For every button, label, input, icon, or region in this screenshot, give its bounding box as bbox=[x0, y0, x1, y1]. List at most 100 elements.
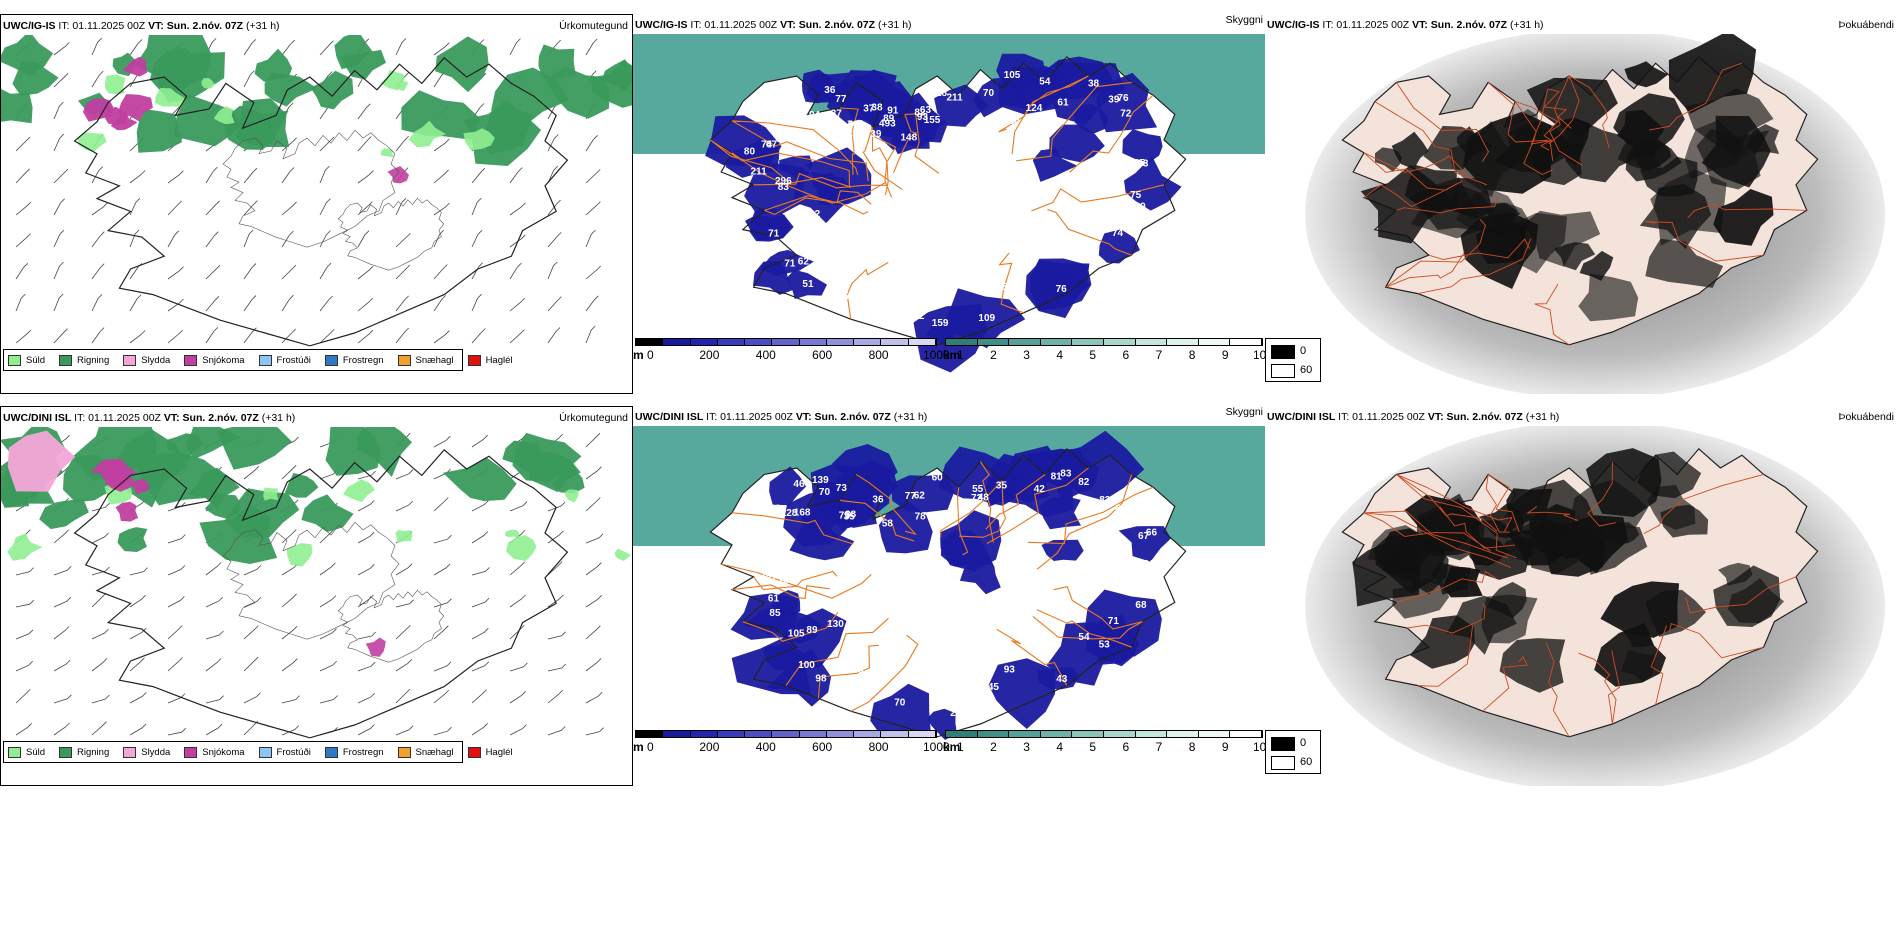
visibility-value: 218 bbox=[930, 88, 947, 99]
colorbar-tick: 1000 bbox=[922, 740, 950, 754]
valid-time: VT: Sun. 2.nóv. 07Z bbox=[148, 20, 244, 32]
visibility-colorbar-m: m 0 200 400 600 800 1000 bbox=[633, 730, 950, 756]
visibility-value: 77 bbox=[835, 94, 847, 105]
visibility-value: 62 bbox=[798, 256, 810, 267]
visibility-value: 48 bbox=[832, 130, 844, 141]
visibility-value: 91 bbox=[887, 106, 899, 117]
legend-label: Rigning bbox=[77, 746, 110, 758]
visibility-colorbar-km: km 1 2 3 4 5 6 7 8 9 10 bbox=[943, 338, 1265, 364]
legend-item-1: Rigning bbox=[59, 354, 110, 366]
colorbar-tick: 10 bbox=[1252, 740, 1265, 754]
visibility-value: 48 bbox=[978, 492, 990, 503]
visibility-value: 94 bbox=[809, 110, 821, 121]
visibility-value: 70 bbox=[983, 88, 995, 99]
visibility-value: 74 bbox=[1143, 559, 1155, 570]
visibility-value: 43 bbox=[1056, 674, 1068, 685]
visibility-value: 37 bbox=[863, 104, 875, 115]
colorbar-unit: km bbox=[943, 740, 961, 754]
legend-swatch bbox=[324, 746, 338, 758]
legend-item-7: Haglél bbox=[467, 746, 513, 758]
legend-swatch bbox=[397, 354, 411, 366]
lead-time: (+31 h) bbox=[893, 411, 928, 423]
precip-areas bbox=[1, 35, 632, 184]
legend-label: Slydda bbox=[141, 354, 171, 366]
colorbar-strip bbox=[635, 730, 937, 738]
legend-item-7: Haglél bbox=[467, 354, 513, 366]
visibility-value: 80 bbox=[744, 147, 756, 158]
visibility-value: 54 bbox=[1039, 77, 1051, 88]
colorbar-tick: 600 bbox=[812, 348, 833, 362]
visibility-value: 148 bbox=[901, 133, 918, 144]
visibility-value: 85 bbox=[769, 608, 781, 619]
visibility-value: 53 bbox=[1099, 639, 1111, 650]
legend-item-6: Snæhagl bbox=[397, 746, 454, 758]
visibility-value: 93 bbox=[1004, 664, 1016, 675]
visibility-value: 35 bbox=[996, 481, 1008, 492]
road-network bbox=[1363, 461, 1797, 738]
legend-swatch bbox=[184, 354, 198, 366]
visibility-value: 39 bbox=[770, 504, 782, 515]
colorbar-tick: 9 bbox=[1221, 740, 1229, 754]
legend-item-0: Súld bbox=[8, 354, 45, 366]
visibility-value: 105 bbox=[1004, 70, 1021, 81]
precip-title: Úrkomutegund bbox=[559, 20, 628, 32]
colorbar-tick: 1000 bbox=[922, 348, 950, 362]
init-time: IT: 01.11.2025 00Z bbox=[58, 20, 146, 32]
precip-panel: UWC/DINI ISL IT: 01.11.2025 00Z VT: Sun.… bbox=[0, 406, 633, 786]
visibility-value: 63 bbox=[920, 105, 932, 116]
fog-dark-areas bbox=[1360, 34, 1780, 322]
visibility-value: 82 bbox=[1078, 477, 1090, 488]
visibility-value: 70 bbox=[819, 487, 831, 498]
colorbar-tick: 1 bbox=[956, 348, 964, 362]
colorbar-tick: 600 bbox=[812, 740, 833, 754]
colorbar-unit: km bbox=[943, 348, 961, 362]
model-name: UWC/DINI ISL bbox=[3, 412, 72, 424]
colorbar-unit: m bbox=[633, 348, 644, 362]
visibility-value: 61 bbox=[1057, 97, 1069, 108]
colorbar-tick: 6 bbox=[1122, 348, 1130, 362]
colorbar-tick: 7 bbox=[1155, 348, 1163, 362]
panel-header: UWC/IG-IS IT: 01.11.2025 00Z VT: Sun. 2.… bbox=[1267, 19, 1544, 31]
road-network bbox=[1363, 62, 1807, 346]
visibility-value: 82 bbox=[914, 108, 926, 119]
visibility-value: 168 bbox=[794, 508, 811, 519]
visibility-value: 38 bbox=[845, 509, 857, 520]
legend-swatch bbox=[467, 354, 481, 366]
legend-label: Rigning bbox=[77, 354, 110, 366]
visibility-value: 72 bbox=[971, 493, 983, 504]
visibility-value: 51 bbox=[802, 279, 814, 290]
visibility-value: 76 bbox=[847, 120, 859, 131]
legend-swatch bbox=[324, 354, 338, 366]
legend-swatch bbox=[184, 746, 198, 758]
legend-swatch bbox=[59, 354, 73, 366]
visibility-value: 68 bbox=[1135, 600, 1147, 611]
legend-item-0: Súld bbox=[8, 746, 45, 758]
visibility-panel: UWC/DINI ISL IT: 01.11.2025 00Z VT: Sun.… bbox=[633, 406, 1265, 786]
colorbar-tick: 400 bbox=[755, 348, 776, 362]
legend-swatch bbox=[123, 354, 137, 366]
legend-item-1: Rigning bbox=[59, 746, 110, 758]
colorbar-tick: 400 bbox=[755, 740, 776, 754]
visibility-value: 68 bbox=[766, 112, 778, 123]
visibility-value: 493 bbox=[879, 118, 896, 129]
visibility-value: 86 bbox=[1122, 212, 1134, 223]
lead-time: (+31 h) bbox=[1525, 411, 1560, 423]
valid-time: VT: Sun. 2.nóv. 07Z bbox=[163, 412, 259, 424]
visibility-title: Skyggni bbox=[1225, 406, 1263, 418]
init-time: IT: 01.11.2025 00Z bbox=[690, 19, 778, 31]
fog-legend-max: 0 bbox=[1300, 345, 1307, 357]
legend-swatch bbox=[8, 354, 21, 366]
visibility-value: 54 bbox=[1078, 632, 1090, 643]
valid-time: VT: Sun. 2.nóv. 07Z bbox=[1427, 411, 1523, 423]
visibility-value: 224 bbox=[847, 128, 864, 139]
valid-time: VT: Sun. 2.nóv. 07Z bbox=[795, 411, 891, 423]
model-name: UWC/IG-IS bbox=[635, 19, 688, 31]
colorbar-tick: 4 bbox=[1056, 348, 1064, 362]
visibility-value: 81 bbox=[787, 103, 799, 114]
visibility-panel: UWC/IG-IS IT: 01.11.2025 00Z VT: Sun. 2.… bbox=[633, 14, 1265, 394]
visibility-value: 228 bbox=[781, 508, 798, 519]
visibility-value: 78 bbox=[915, 512, 927, 523]
visibility-value: 39 bbox=[870, 129, 882, 140]
legend-swatch bbox=[258, 746, 272, 758]
